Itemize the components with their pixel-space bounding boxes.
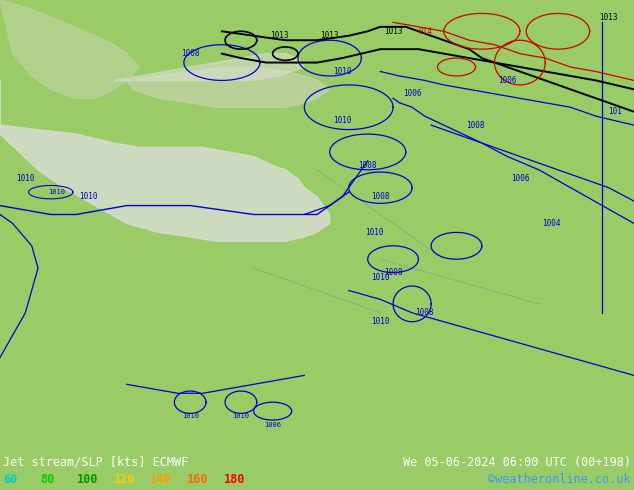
Text: ©weatheronline.co.uk: ©weatheronline.co.uk <box>488 473 631 486</box>
Text: Jet stream/SLP [kts] ECMWF: Jet stream/SLP [kts] ECMWF <box>3 456 188 468</box>
Text: 1013: 1013 <box>599 13 618 23</box>
Polygon shape <box>0 0 139 98</box>
Text: 140: 140 <box>150 473 172 486</box>
Text: 1010: 1010 <box>79 192 98 201</box>
Text: 1013: 1013 <box>269 31 288 40</box>
Polygon shape <box>127 67 330 107</box>
Text: We 05-06-2024 06:00 UTC (00+198): We 05-06-2024 06:00 UTC (00+198) <box>403 456 631 468</box>
Text: 1013: 1013 <box>320 31 339 40</box>
Text: 1008: 1008 <box>358 161 377 170</box>
Text: 1010: 1010 <box>371 317 390 326</box>
Text: 101: 101 <box>608 107 622 116</box>
Text: 100: 100 <box>77 473 98 486</box>
Text: 1008: 1008 <box>384 268 403 277</box>
Text: 1010: 1010 <box>333 67 352 76</box>
Text: 1008: 1008 <box>466 121 485 130</box>
Text: 120: 120 <box>113 473 135 486</box>
Text: 1006: 1006 <box>403 89 422 98</box>
Text: 1010: 1010 <box>182 413 198 418</box>
Polygon shape <box>114 53 304 80</box>
Text: 1008: 1008 <box>371 192 390 201</box>
Text: 160: 160 <box>187 473 209 486</box>
Text: 1010: 1010 <box>49 189 65 195</box>
Text: 80: 80 <box>40 473 54 486</box>
Text: 1006: 1006 <box>498 76 517 85</box>
Text: 1013: 1013 <box>384 27 403 36</box>
Text: 1010: 1010 <box>371 272 390 282</box>
Text: 1010: 1010 <box>333 116 352 125</box>
Text: 014: 014 <box>418 27 432 36</box>
Text: 60: 60 <box>3 473 17 486</box>
Text: 1004: 1004 <box>542 219 561 228</box>
Text: 1006: 1006 <box>264 421 281 428</box>
Text: 1008: 1008 <box>181 49 200 58</box>
Text: 180: 180 <box>224 473 245 486</box>
Text: 1008: 1008 <box>415 308 434 318</box>
Text: 1010: 1010 <box>233 413 249 418</box>
Text: 1010: 1010 <box>365 228 384 237</box>
Polygon shape <box>0 80 330 241</box>
Text: 1010: 1010 <box>16 174 35 183</box>
Text: 1006: 1006 <box>510 174 529 183</box>
